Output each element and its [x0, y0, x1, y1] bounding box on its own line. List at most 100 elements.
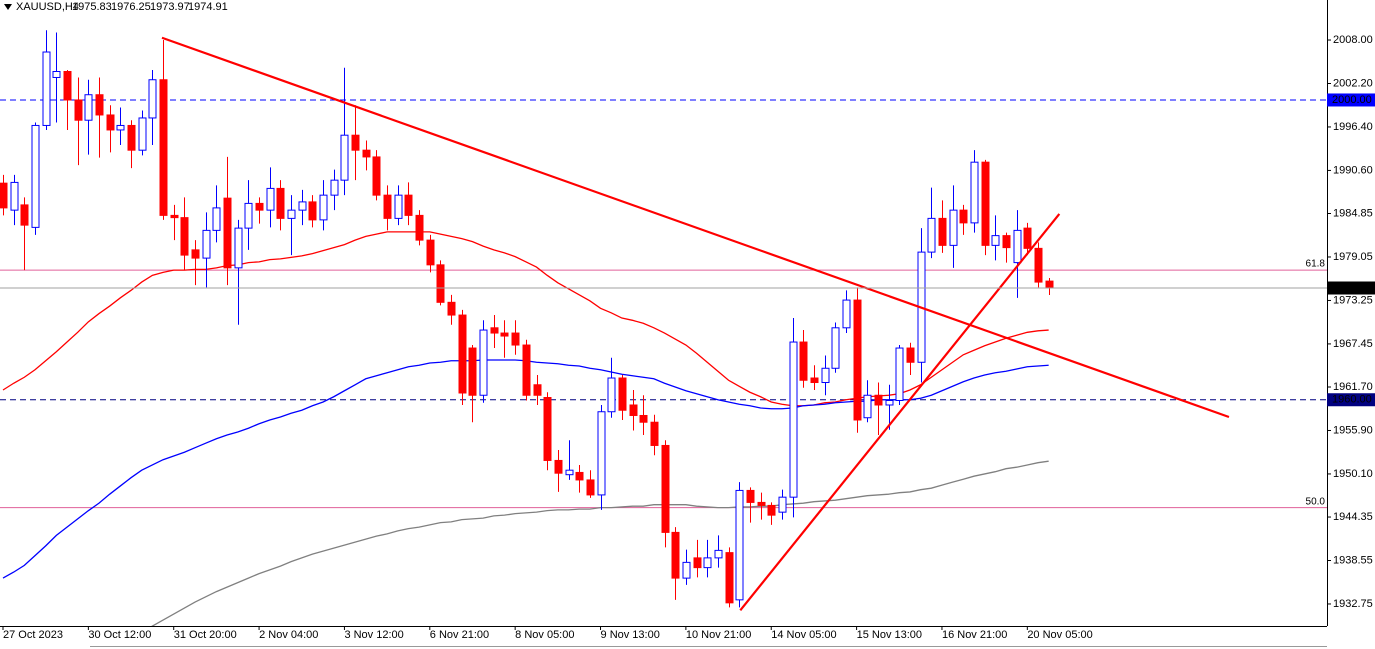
candle-body — [234, 227, 243, 269]
trend-line — [739, 213, 1061, 612]
candle-body — [682, 561, 691, 579]
y-tick-label: 1984.85 — [1333, 207, 1373, 219]
candle-body — [693, 557, 702, 569]
candle-body — [372, 156, 381, 196]
candle-body — [885, 399, 894, 406]
x-tick-label: 10 Nov 21:00 — [686, 629, 751, 641]
plot-area: 61.8 50.0 — [0, 30, 1327, 626]
y-tick-label: 1979.05 — [1333, 251, 1373, 263]
candle-body — [767, 504, 776, 516]
candle-body — [991, 235, 1000, 246]
candle-body — [287, 209, 296, 219]
candle-body — [543, 396, 552, 461]
candle-body — [1013, 229, 1022, 264]
candle-body — [970, 161, 979, 224]
candle-body — [821, 367, 830, 384]
y-tick-label: 1973.25 — [1333, 294, 1373, 306]
candle-body — [746, 489, 755, 503]
candle-body — [159, 79, 168, 216]
candle-body — [84, 94, 93, 121]
candle-body — [874, 394, 883, 406]
y-tick-label: 1950.10 — [1333, 468, 1373, 480]
candle-body — [575, 471, 584, 481]
candle-body — [20, 204, 29, 226]
candle-body — [31, 124, 40, 228]
candle-body — [949, 209, 958, 246]
candle-body — [757, 501, 766, 506]
candle-body — [661, 444, 670, 533]
candle-body — [212, 207, 221, 231]
candle-body — [351, 134, 360, 151]
candle-body — [1045, 280, 1054, 289]
ohlc-high: 1976.25 — [111, 1, 151, 13]
candle-body — [639, 414, 648, 423]
symbol: XAUUSD,H4 — [16, 1, 79, 13]
candle-body — [597, 411, 606, 496]
candle-body — [703, 557, 712, 569]
ohlc-low: 1973.97 — [150, 1, 190, 13]
x-tick-label: 8 Nov 05:00 — [515, 629, 574, 641]
candle-body — [202, 229, 211, 259]
moving-average — [151, 460, 1049, 626]
candle-body — [778, 496, 787, 513]
candle-body — [383, 194, 392, 219]
candle-body — [116, 124, 125, 131]
candle-body — [191, 249, 200, 259]
level-label: 1960.00 — [1332, 394, 1372, 406]
candle-body — [52, 70, 61, 78]
candle-body — [266, 187, 275, 211]
candle-body — [319, 194, 328, 221]
candle-body — [95, 94, 104, 116]
candle-body — [244, 202, 253, 229]
candle-body — [533, 384, 542, 396]
candle-body — [255, 202, 264, 211]
candle-body — [565, 469, 574, 476]
fib-label: 61.8 — [1306, 259, 1326, 270]
x-tick-label: 6 Nov 21:00 — [430, 629, 489, 641]
candle-body — [895, 347, 904, 401]
candle-body — [586, 479, 595, 496]
candle-body — [1034, 247, 1043, 283]
candle-body — [938, 217, 947, 246]
y-tick-label: 2002.20 — [1333, 77, 1373, 89]
x-tick-label: 3 Nov 12:00 — [344, 629, 403, 641]
candle-body — [0, 182, 8, 209]
candle-body — [735, 489, 744, 601]
candle-body — [799, 341, 808, 381]
candle-body — [308, 201, 317, 221]
trend-line — [161, 36, 1230, 419]
candle-body — [725, 552, 734, 604]
candle-body — [554, 459, 563, 474]
y-tick-label: 1996.40 — [1333, 121, 1373, 133]
candle-body — [426, 239, 435, 266]
candle-body — [276, 187, 285, 219]
candle-body — [1023, 227, 1032, 249]
candle-body — [650, 421, 659, 446]
y-tick-label: 2008.00 — [1333, 34, 1373, 46]
candle-body — [618, 377, 627, 411]
candle-body — [436, 264, 445, 303]
ohlc-open: 1975.83 — [72, 1, 112, 13]
x-tick-label: 9 Nov 13:00 — [601, 629, 660, 641]
candle-body — [789, 341, 798, 498]
candle-body — [479, 329, 488, 396]
price-box — [1327, 281, 1375, 295]
x-tick-label: 2 Nov 04:00 — [259, 629, 318, 641]
y-tick-label: 1990.60 — [1333, 164, 1373, 176]
y-tick-label: 1961.70 — [1333, 381, 1373, 393]
menu-arrow — [4, 4, 12, 10]
candle-body — [1002, 235, 1011, 249]
price-label: 1974.91 — [1332, 282, 1372, 294]
candle-body — [447, 301, 456, 316]
x-tick-label: 20 Nov 05:00 — [1027, 629, 1092, 641]
candle-body — [468, 347, 477, 396]
candle-body — [981, 161, 990, 246]
candle-body — [906, 347, 915, 363]
candle-body — [629, 404, 638, 416]
candle-body — [500, 332, 509, 337]
candle-body — [522, 344, 531, 396]
candle-body — [330, 179, 339, 196]
fib-label: 50.0 — [1306, 496, 1326, 507]
candle-body — [671, 531, 680, 579]
